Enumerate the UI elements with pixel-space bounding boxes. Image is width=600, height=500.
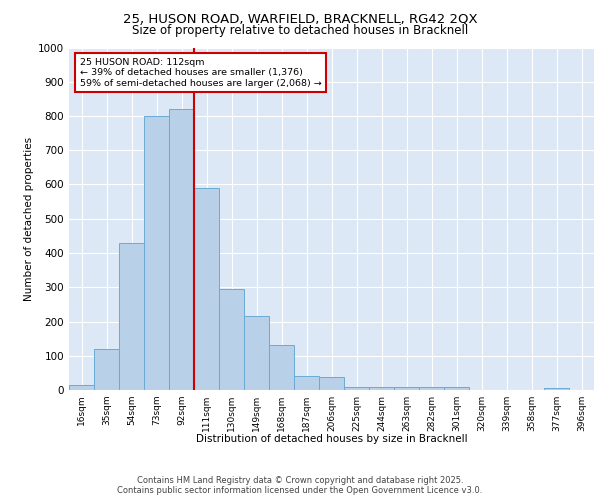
Bar	[244, 316, 269, 390]
Bar	[344, 386, 369, 390]
Bar	[419, 388, 444, 390]
Bar	[319, 377, 344, 390]
Bar	[444, 388, 469, 390]
Bar	[269, 346, 294, 390]
Bar	[194, 188, 219, 390]
Bar	[169, 109, 194, 390]
Text: 25, HUSON ROAD, WARFIELD, BRACKNELL, RG42 2QX: 25, HUSON ROAD, WARFIELD, BRACKNELL, RG4…	[122, 12, 478, 26]
Bar	[69, 385, 94, 390]
Bar	[144, 116, 169, 390]
Bar	[294, 376, 319, 390]
Text: 25 HUSON ROAD: 112sqm
← 39% of detached houses are smaller (1,376)
59% of semi-d: 25 HUSON ROAD: 112sqm ← 39% of detached …	[79, 58, 321, 88]
Text: Size of property relative to detached houses in Bracknell: Size of property relative to detached ho…	[132, 24, 468, 37]
Bar	[119, 242, 144, 390]
Text: Contains HM Land Registry data © Crown copyright and database right 2025.
Contai: Contains HM Land Registry data © Crown c…	[118, 476, 482, 495]
Bar	[369, 386, 394, 390]
Y-axis label: Number of detached properties: Number of detached properties	[24, 136, 34, 301]
Bar	[219, 289, 244, 390]
Bar	[94, 349, 119, 390]
Bar	[544, 388, 569, 390]
Bar	[394, 388, 419, 390]
X-axis label: Distribution of detached houses by size in Bracknell: Distribution of detached houses by size …	[196, 434, 467, 444]
